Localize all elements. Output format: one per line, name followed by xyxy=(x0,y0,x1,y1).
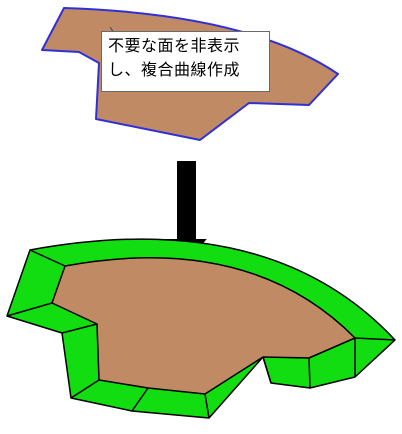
bevel-edge xyxy=(308,357,311,389)
bottom-face-shape xyxy=(51,257,356,395)
bevel-edge xyxy=(204,393,210,419)
bevel-edge xyxy=(70,379,100,399)
bevel-edge xyxy=(29,249,66,267)
bevel-edge xyxy=(6,302,53,317)
callout-line-1: 不要な面を非表示 xyxy=(108,36,241,55)
bevel-edge xyxy=(354,337,396,341)
callout-box: 不要な面を非表示 し、複合曲線作成 xyxy=(101,31,270,92)
rim-bevel-edges xyxy=(6,249,396,419)
bevel-edge xyxy=(131,387,149,412)
bevel-edge xyxy=(61,323,98,334)
bevel-edge xyxy=(262,356,272,384)
callout-line-2: し、複合曲線作成 xyxy=(108,60,241,79)
